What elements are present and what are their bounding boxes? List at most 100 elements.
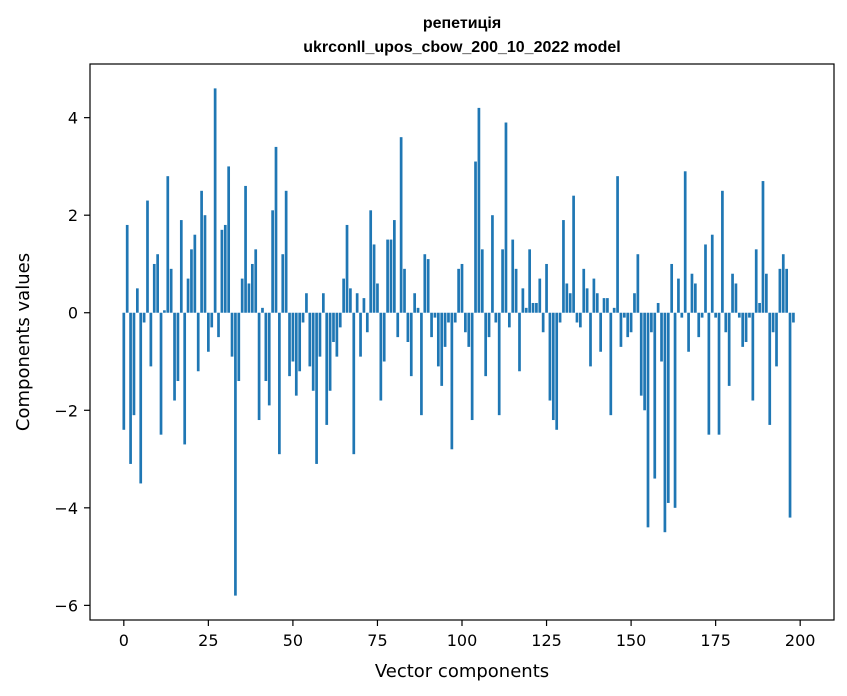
bar-176 [717,312,721,435]
x-tick-label-125: 125 [531,631,562,650]
bar-157 [653,312,657,479]
x-tick-label-175: 175 [700,631,731,650]
bar-184 [744,312,748,342]
bar-196 [785,268,789,313]
bar-81 [396,312,400,338]
bar-118 [521,288,525,313]
bar-84 [406,312,410,342]
bar-119 [524,307,528,313]
x-tick-label-0: 0 [119,631,129,650]
bar-9 [152,263,156,313]
bar-88 [420,312,423,416]
bar-4 [135,288,139,313]
bar-158 [656,302,660,313]
bar-173 [707,312,711,435]
bar-161 [666,312,670,503]
bar-160 [663,312,667,533]
bar-181 [734,283,738,313]
bar-117 [518,312,521,372]
bar-48 [284,190,288,313]
bar-186 [751,312,755,401]
bar-79 [389,239,393,313]
bar-100 [460,263,464,313]
bar-107 [484,312,488,377]
bar-135 [579,312,582,328]
bar-37 [247,283,251,313]
x-tick-label-25: 25 [198,631,218,650]
bar-71 [362,298,366,313]
bar-159 [660,312,663,362]
bar-86 [413,293,417,313]
bar-138 [589,312,592,367]
bar-26 [210,312,214,328]
bar-101 [464,312,467,333]
y-axis-ticks: −6 −4 −2 0 2 4 [54,109,90,615]
bar-0 [122,312,126,430]
bar-16 [176,312,180,382]
bar-28 [217,312,220,338]
bar-77 [382,312,386,362]
bar-137 [585,288,589,313]
bar-182 [737,312,741,318]
bar-110 [494,312,498,323]
bar-68 [352,312,356,455]
bars-group [122,88,795,596]
bar-172 [704,244,707,313]
bar-57 [315,312,318,464]
bar-55 [308,312,312,367]
bar-31 [227,166,231,313]
bar-99 [457,268,460,313]
bar-145 [612,307,616,313]
bar-64 [338,312,342,328]
bar-32 [230,312,234,357]
y-tick-label--2: −2 [54,401,78,420]
bar-143 [606,298,609,313]
bar-187 [754,249,758,313]
bar-42 [264,312,268,382]
plot-area-frame [89,63,835,621]
bar-170 [697,312,701,338]
bar-127 [551,312,555,421]
bar-121 [531,302,535,313]
bar-108 [487,312,491,338]
bar-188 [758,302,761,313]
bar-132 [568,293,572,313]
bar-152 [636,254,640,313]
bar-78 [386,239,389,313]
bar-93 [436,312,440,367]
bar-22 [196,312,200,372]
bar-124 [541,312,545,333]
bar-34 [237,312,241,382]
bar-65 [342,278,345,313]
bar-14 [169,268,173,313]
bar-194 [778,268,782,313]
bar-5 [139,312,143,484]
bar-174 [710,234,714,313]
bar-105 [477,107,481,313]
bar-1 [125,224,129,313]
x-axis-label: Vector components [375,661,549,682]
bar-139 [592,278,596,313]
bar-102 [467,312,471,347]
bar-189 [761,181,765,313]
bar-156 [650,312,653,333]
bar-70 [359,312,362,357]
bar-163 [673,312,677,508]
bar-41 [261,307,264,313]
bar-67 [349,288,352,313]
bar-96 [447,312,450,323]
bar-126 [548,312,552,401]
bar-54 [305,293,308,313]
bar-147 [619,312,623,347]
bar-89 [423,254,427,313]
bar-20 [190,249,193,313]
bar-125 [545,263,548,313]
bar-29 [220,229,224,313]
bar-162 [670,263,674,313]
x-tick-label-200: 200 [785,631,816,650]
bar-7 [146,200,149,313]
bar-33 [234,312,237,596]
bar-19 [186,278,190,313]
chart-title: репетиція [423,15,501,32]
bar-148 [622,312,626,318]
